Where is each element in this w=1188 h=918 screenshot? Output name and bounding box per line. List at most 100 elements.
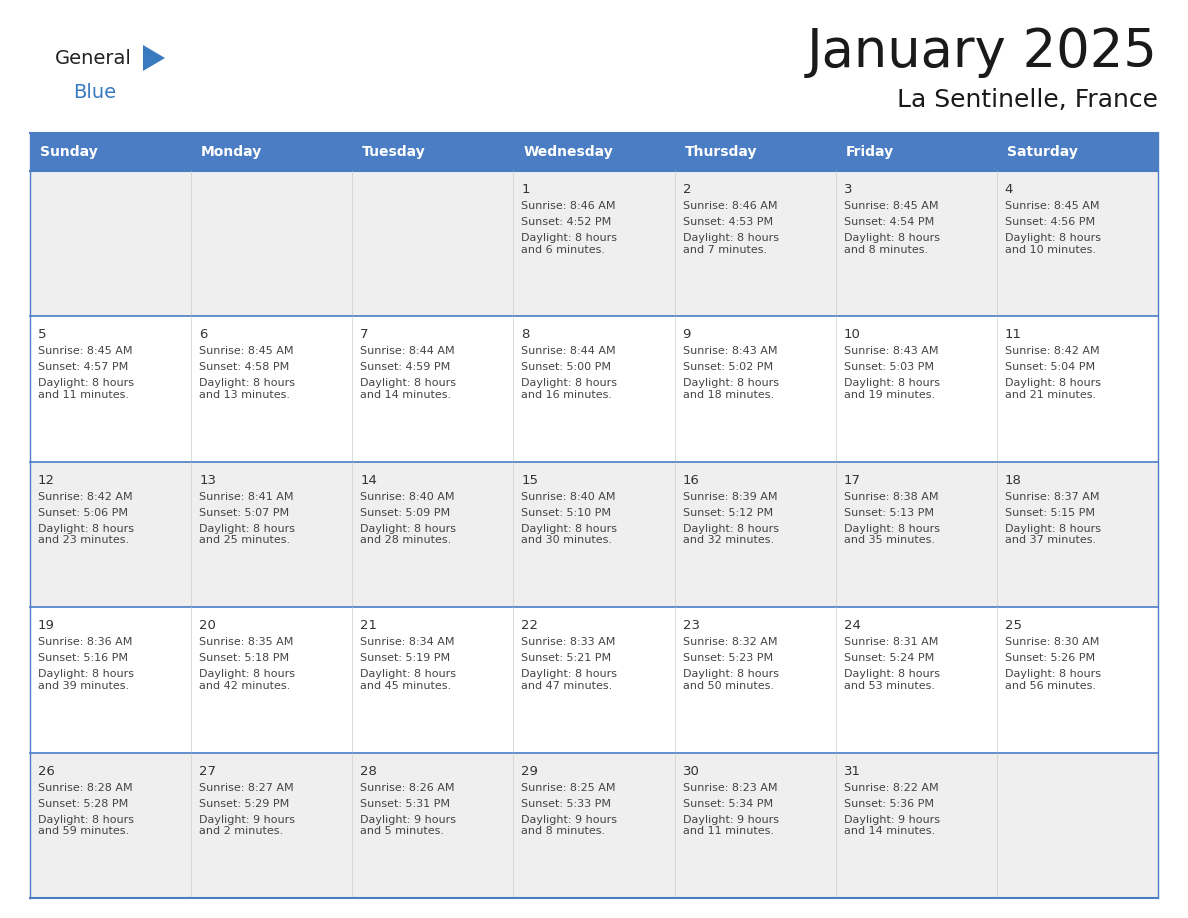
Text: Sunrise: 8:30 AM: Sunrise: 8:30 AM [1005, 637, 1099, 647]
Bar [30, 753, 1158, 898]
Text: 26: 26 [38, 765, 55, 778]
Text: Sunrise: 8:26 AM: Sunrise: 8:26 AM [360, 783, 455, 792]
Text: Sunset: 5:00 PM: Sunset: 5:00 PM [522, 363, 612, 373]
Text: Daylight: 8 hours
and 14 minutes.: Daylight: 8 hours and 14 minutes. [360, 378, 456, 400]
Text: Sunset: 5:13 PM: Sunset: 5:13 PM [843, 508, 934, 518]
Text: Sunrise: 8:44 AM: Sunrise: 8:44 AM [522, 346, 617, 356]
Text: Sunrise: 8:22 AM: Sunrise: 8:22 AM [843, 783, 939, 792]
Text: Sunrise: 8:35 AM: Sunrise: 8:35 AM [200, 637, 293, 647]
Text: Daylight: 8 hours
and 53 minutes.: Daylight: 8 hours and 53 minutes. [843, 669, 940, 691]
Text: Sunset: 5:36 PM: Sunset: 5:36 PM [843, 799, 934, 809]
Text: Sunset: 5:03 PM: Sunset: 5:03 PM [843, 363, 934, 373]
Text: Sunset: 4:59 PM: Sunset: 4:59 PM [360, 363, 450, 373]
Text: Sunrise: 8:44 AM: Sunrise: 8:44 AM [360, 346, 455, 356]
Text: January 2025: January 2025 [807, 26, 1158, 78]
Text: Sunset: 5:31 PM: Sunset: 5:31 PM [360, 799, 450, 809]
Text: Sunset: 4:53 PM: Sunset: 4:53 PM [683, 217, 772, 227]
Text: Daylight: 8 hours
and 25 minutes.: Daylight: 8 hours and 25 minutes. [200, 524, 295, 545]
Text: Sunset: 5:23 PM: Sunset: 5:23 PM [683, 654, 772, 663]
Text: Sunrise: 8:23 AM: Sunrise: 8:23 AM [683, 783, 777, 792]
Text: Daylight: 8 hours
and 23 minutes.: Daylight: 8 hours and 23 minutes. [38, 524, 134, 545]
Text: Monday: Monday [201, 145, 263, 159]
Text: 9: 9 [683, 329, 691, 341]
Text: 22: 22 [522, 620, 538, 633]
Text: Sunset: 5:15 PM: Sunset: 5:15 PM [1005, 508, 1095, 518]
Text: Sunrise: 8:27 AM: Sunrise: 8:27 AM [200, 783, 293, 792]
Text: Sunrise: 8:43 AM: Sunrise: 8:43 AM [843, 346, 939, 356]
Text: 25: 25 [1005, 620, 1022, 633]
Bar [30, 317, 1158, 462]
Text: Sunrise: 8:38 AM: Sunrise: 8:38 AM [843, 492, 939, 502]
Text: Sunset: 5:26 PM: Sunset: 5:26 PM [1005, 654, 1095, 663]
Text: Daylight: 8 hours
and 28 minutes.: Daylight: 8 hours and 28 minutes. [360, 524, 456, 545]
Text: Tuesday: Tuesday [362, 145, 426, 159]
Text: Daylight: 8 hours
and 16 minutes.: Daylight: 8 hours and 16 minutes. [522, 378, 618, 400]
Text: Sunrise: 8:45 AM: Sunrise: 8:45 AM [200, 346, 293, 356]
Text: Friday: Friday [846, 145, 893, 159]
Text: Sunset: 5:34 PM: Sunset: 5:34 PM [683, 799, 772, 809]
Text: Daylight: 8 hours
and 42 minutes.: Daylight: 8 hours and 42 minutes. [200, 669, 295, 691]
Text: Sunrise: 8:42 AM: Sunrise: 8:42 AM [38, 492, 133, 502]
Text: Daylight: 8 hours
and 37 minutes.: Daylight: 8 hours and 37 minutes. [1005, 524, 1101, 545]
Text: Sunrise: 8:36 AM: Sunrise: 8:36 AM [38, 637, 132, 647]
Text: 2: 2 [683, 183, 691, 196]
Text: 6: 6 [200, 329, 208, 341]
Text: Daylight: 8 hours
and 35 minutes.: Daylight: 8 hours and 35 minutes. [843, 524, 940, 545]
Text: Sunrise: 8:28 AM: Sunrise: 8:28 AM [38, 783, 133, 792]
Text: Sunrise: 8:46 AM: Sunrise: 8:46 AM [522, 201, 615, 211]
Text: 10: 10 [843, 329, 860, 341]
Text: Daylight: 9 hours
and 2 minutes.: Daylight: 9 hours and 2 minutes. [200, 814, 295, 836]
Text: Daylight: 8 hours
and 32 minutes.: Daylight: 8 hours and 32 minutes. [683, 524, 778, 545]
Text: Sunset: 5:07 PM: Sunset: 5:07 PM [200, 508, 289, 518]
Bar [30, 133, 191, 171]
Text: Daylight: 8 hours
and 6 minutes.: Daylight: 8 hours and 6 minutes. [522, 233, 618, 254]
Text: Sunrise: 8:32 AM: Sunrise: 8:32 AM [683, 637, 777, 647]
Text: Sunrise: 8:34 AM: Sunrise: 8:34 AM [360, 637, 455, 647]
Text: 21: 21 [360, 620, 378, 633]
Bar [997, 133, 1158, 171]
Text: Sunrise: 8:33 AM: Sunrise: 8:33 AM [522, 637, 615, 647]
Text: Sunrise: 8:25 AM: Sunrise: 8:25 AM [522, 783, 615, 792]
Text: Sunset: 5:09 PM: Sunset: 5:09 PM [360, 508, 450, 518]
Text: Daylight: 8 hours
and 18 minutes.: Daylight: 8 hours and 18 minutes. [683, 378, 778, 400]
Text: Daylight: 8 hours
and 59 minutes.: Daylight: 8 hours and 59 minutes. [38, 814, 134, 836]
Bar [513, 133, 675, 171]
Text: Sunrise: 8:39 AM: Sunrise: 8:39 AM [683, 492, 777, 502]
Text: Daylight: 8 hours
and 47 minutes.: Daylight: 8 hours and 47 minutes. [522, 669, 618, 691]
Text: Daylight: 9 hours
and 5 minutes.: Daylight: 9 hours and 5 minutes. [360, 814, 456, 836]
Text: General: General [55, 49, 132, 68]
Text: Daylight: 8 hours
and 11 minutes.: Daylight: 8 hours and 11 minutes. [38, 378, 134, 400]
Text: Sunset: 5:29 PM: Sunset: 5:29 PM [200, 799, 290, 809]
Text: 11: 11 [1005, 329, 1022, 341]
Text: Sunset: 5:21 PM: Sunset: 5:21 PM [522, 654, 612, 663]
Text: 27: 27 [200, 765, 216, 778]
Text: Sunrise: 8:42 AM: Sunrise: 8:42 AM [1005, 346, 1099, 356]
Text: Sunrise: 8:37 AM: Sunrise: 8:37 AM [1005, 492, 1099, 502]
Text: 4: 4 [1005, 183, 1013, 196]
Text: Sunset: 5:18 PM: Sunset: 5:18 PM [200, 654, 289, 663]
Text: 24: 24 [843, 620, 860, 633]
Bar [30, 462, 1158, 607]
Text: 28: 28 [360, 765, 377, 778]
Text: Sunset: 5:33 PM: Sunset: 5:33 PM [522, 799, 612, 809]
Bar [30, 171, 1158, 317]
Text: 13: 13 [200, 474, 216, 487]
Text: Daylight: 8 hours
and 30 minutes.: Daylight: 8 hours and 30 minutes. [522, 524, 618, 545]
Text: Sunrise: 8:40 AM: Sunrise: 8:40 AM [522, 492, 615, 502]
Text: Sunset: 5:06 PM: Sunset: 5:06 PM [38, 508, 128, 518]
Text: Sunset: 4:52 PM: Sunset: 4:52 PM [522, 217, 612, 227]
Text: Sunset: 5:16 PM: Sunset: 5:16 PM [38, 654, 128, 663]
Text: Daylight: 8 hours
and 10 minutes.: Daylight: 8 hours and 10 minutes. [1005, 233, 1101, 254]
Text: Sunset: 4:54 PM: Sunset: 4:54 PM [843, 217, 934, 227]
Text: Sunset: 5:04 PM: Sunset: 5:04 PM [1005, 363, 1095, 373]
Text: 1: 1 [522, 183, 530, 196]
Polygon shape [143, 45, 165, 71]
Text: 17: 17 [843, 474, 861, 487]
Text: Sunset: 5:24 PM: Sunset: 5:24 PM [843, 654, 934, 663]
Text: 23: 23 [683, 620, 700, 633]
Text: 8: 8 [522, 329, 530, 341]
Bar [191, 133, 353, 171]
Text: 3: 3 [843, 183, 852, 196]
Text: Wednesday: Wednesday [524, 145, 613, 159]
Text: 15: 15 [522, 474, 538, 487]
